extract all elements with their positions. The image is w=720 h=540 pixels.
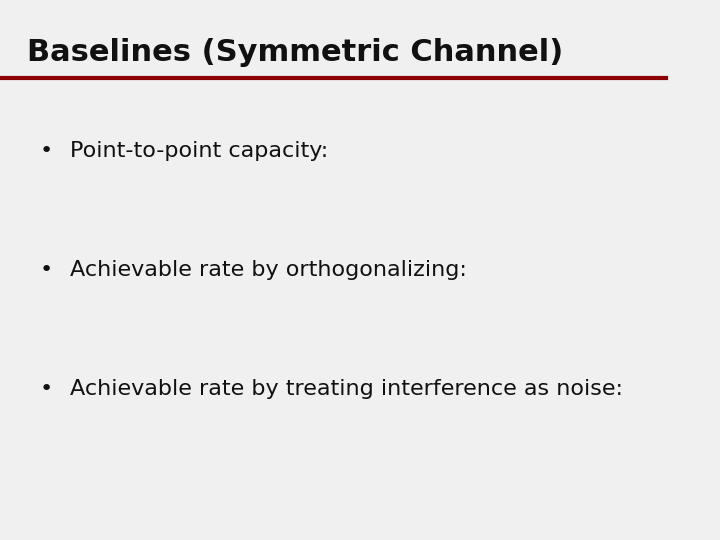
Text: •: • xyxy=(40,379,53,399)
Text: Baselines (Symmetric Channel): Baselines (Symmetric Channel) xyxy=(27,38,563,67)
Text: •: • xyxy=(40,141,53,161)
Text: Achievable rate by orthogonalizing:: Achievable rate by orthogonalizing: xyxy=(70,260,467,280)
Text: •: • xyxy=(40,260,53,280)
Text: Achievable rate by treating interference as noise:: Achievable rate by treating interference… xyxy=(70,379,623,399)
Text: Point-to-point capacity:: Point-to-point capacity: xyxy=(70,141,328,161)
